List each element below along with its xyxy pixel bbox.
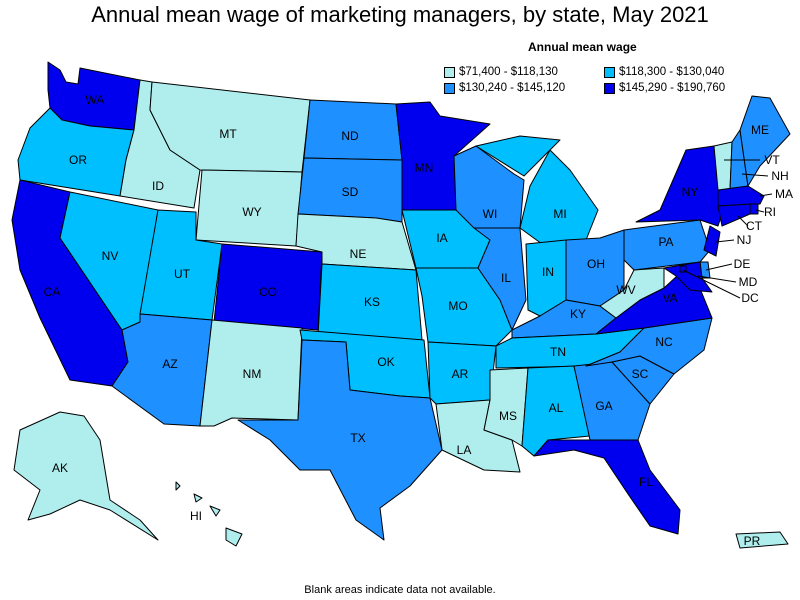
legend-label: $130,240 - $145,120 [459, 82, 566, 94]
state-WI[interactable] [453, 145, 525, 229]
leader-MD [697, 275, 737, 283]
label-IA: IA [436, 231, 447, 245]
state-MD[interactable] [663, 261, 713, 293]
leader-DC [682, 269, 741, 299]
label-NV: NV [102, 249, 119, 263]
legend-swatch [604, 66, 615, 78]
label-NC: NC [655, 335, 673, 349]
label-TN: TN [550, 345, 566, 359]
label-MS: MS [499, 409, 517, 423]
label-CT: CT [746, 219, 763, 233]
label-WY: WY [242, 205, 261, 219]
label-VT: VT [764, 153, 780, 167]
label-DE: DE [734, 257, 751, 271]
label-MD: MD [739, 275, 758, 289]
label-SC: SC [632, 367, 649, 381]
label-VA: VA [662, 291, 677, 305]
leader-CT [737, 215, 749, 227]
legend-swatch [444, 82, 455, 94]
label-HI: HI [190, 509, 202, 523]
label-WI: WI [483, 207, 498, 221]
label-RI: RI [764, 205, 776, 219]
label-PR: PR [744, 534, 761, 548]
state-MA[interactable] [717, 185, 765, 207]
footnote: Blank areas indicate data not available. [304, 584, 496, 596]
label-WA: WA [86, 93, 105, 107]
label-WV: WV [616, 283, 635, 297]
legend-item-bin-0: $71,400 - $118,130 [444, 66, 558, 78]
label-IL: IL [501, 271, 511, 285]
label-ID: ID [152, 179, 164, 193]
state-PR[interactable] [735, 531, 789, 549]
label-MT: MT [219, 127, 237, 141]
legend-swatch [604, 82, 615, 94]
leader-NH [741, 173, 769, 177]
state-NJ[interactable] [703, 225, 721, 257]
label-ME: ME [751, 123, 769, 137]
label-FL: FL [639, 475, 653, 489]
label-TX: TX [350, 431, 365, 445]
state-CT[interactable] [717, 203, 751, 227]
legend-label: $71,400 - $118,130 [459, 66, 558, 78]
label-AR: AR [452, 367, 469, 381]
label-AK: AK [52, 461, 68, 475]
map-title: Annual mean wage of marketing managers, … [91, 2, 709, 27]
label-ND: ND [341, 129, 359, 143]
legend-label: $118,300 - $130,040 [619, 66, 725, 78]
label-CO: CO [259, 285, 277, 299]
label-KS: KS [364, 295, 380, 309]
legend-item-bin-3: $145,290 - $190,760 [604, 82, 725, 94]
label-MN: MN [415, 161, 434, 175]
state-WV[interactable] [599, 267, 665, 319]
label-NY: NY [682, 185, 699, 199]
label-NH: NH [771, 169, 788, 183]
leader-DE [705, 263, 733, 271]
legend-label: $145,290 - $190,760 [619, 82, 726, 94]
label-DC: DC [741, 291, 759, 305]
leader-RI [755, 209, 765, 213]
leader-NJ [715, 239, 735, 243]
state-HI[interactable] [175, 481, 243, 547]
label-MI: MI [553, 207, 566, 221]
state-NM[interactable] [199, 319, 303, 427]
state-FL[interactable] [533, 439, 681, 535]
legend-item-bin-2: $130,240 - $145,120 [444, 82, 565, 94]
label-NM: NM [243, 367, 262, 381]
label-SD: SD [342, 185, 359, 199]
label-AL: AL [549, 401, 564, 415]
label-OH: OH [587, 257, 605, 271]
label-UT: UT [174, 267, 191, 281]
label-LA: LA [457, 443, 472, 457]
state-TX[interactable] [237, 339, 443, 541]
state-AK[interactable] [13, 411, 159, 541]
label-MO: MO [448, 299, 467, 313]
legend-title: Annual mean wage [528, 40, 637, 54]
label-PA: PA [658, 235, 673, 249]
label-KY: KY [570, 307, 586, 321]
label-NJ: NJ [737, 233, 752, 247]
leader-MA [759, 193, 773, 197]
label-OK: OK [377, 355, 394, 369]
label-AZ: AZ [162, 357, 177, 371]
state-RI[interactable] [749, 203, 759, 215]
state-IL[interactable] [473, 227, 527, 331]
label-IN: IN [542, 265, 554, 279]
legend-swatch [444, 66, 455, 78]
label-MA: MA [775, 187, 793, 201]
state-NY[interactable] [635, 145, 725, 227]
label-NE: NE [350, 247, 367, 261]
state-NC[interactable] [585, 317, 713, 375]
legend-item-bin-1: $118,300 - $130,040 [604, 66, 724, 78]
label-GA: GA [595, 399, 612, 413]
label-OR: OR [69, 153, 87, 167]
label-CA: CA [44, 285, 61, 299]
